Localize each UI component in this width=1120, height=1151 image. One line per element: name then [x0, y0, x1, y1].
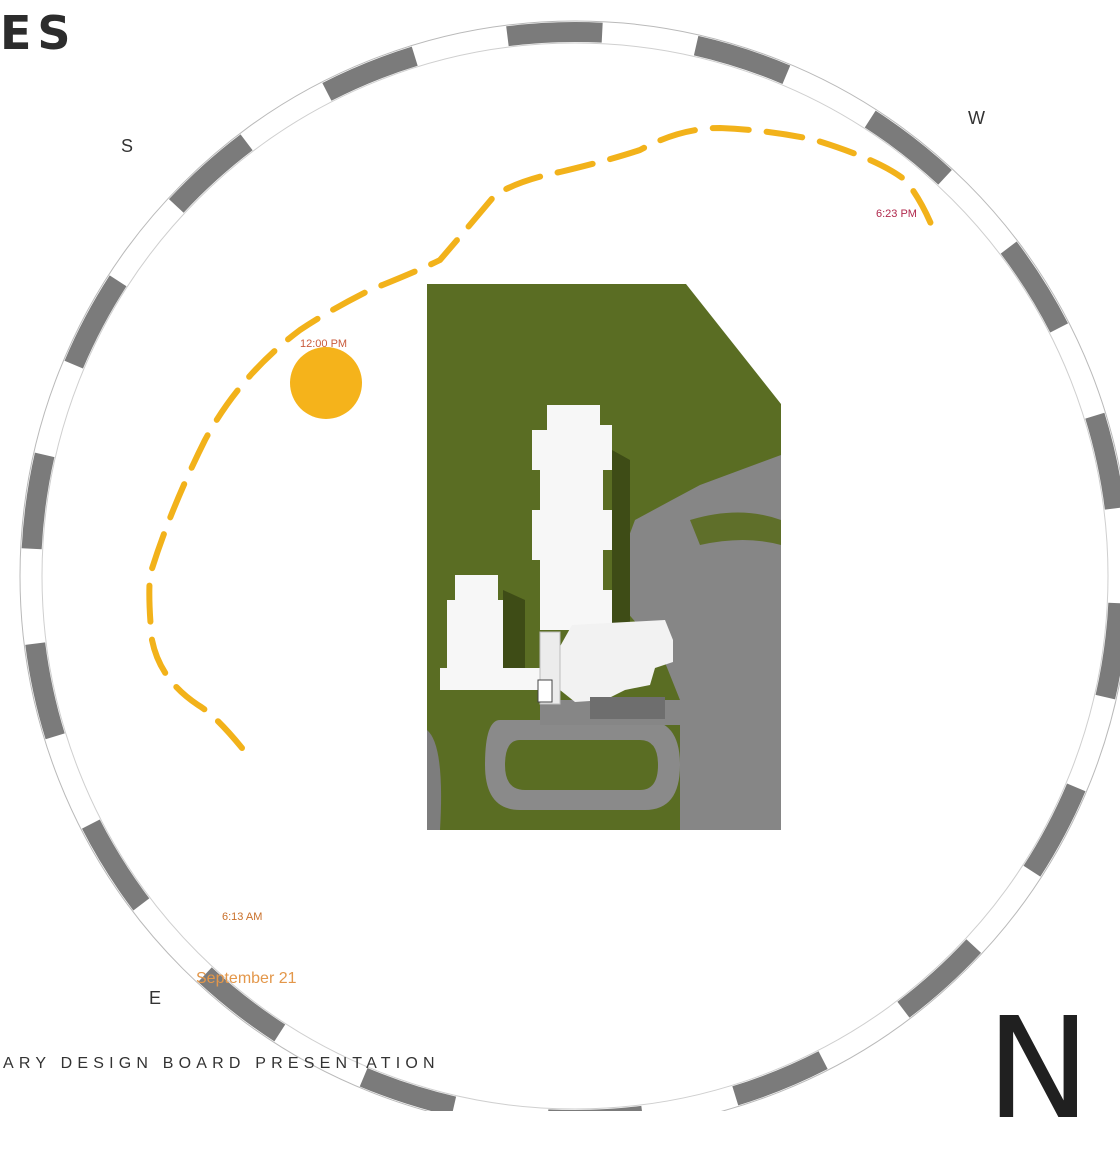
sunset-time-label: 6:23 PM	[876, 208, 917, 220]
sun-path-diagram: 12:00 PM 6:23 PM 6:13 AM September 21 S …	[19, 20, 1120, 1111]
compass-ring-segment	[64, 275, 127, 369]
west-walkway	[427, 730, 442, 830]
elevator-core	[537, 679, 553, 703]
parking-lot	[620, 455, 781, 830]
compass-ring-segments	[21, 22, 1120, 1111]
sunrise-time-label: 6:13 AM	[222, 911, 262, 923]
compass-ring-segment	[359, 1068, 457, 1111]
compass-ring-segment	[1095, 602, 1120, 700]
sun-icon	[290, 347, 362, 419]
garage-strip	[590, 697, 665, 719]
compass-ring-segment	[506, 22, 603, 47]
sun-path-arc	[146, 124, 939, 751]
west-building-shadow	[503, 590, 525, 690]
noon-time-label: 12:00 PM	[300, 338, 347, 350]
sun-path	[146, 124, 939, 751]
compass-west-label: W	[968, 108, 985, 128]
drive-loop-island	[505, 740, 658, 790]
compass-ring-segment	[1023, 783, 1086, 877]
compass-ring-segment	[693, 35, 791, 84]
compass-ring	[19, 20, 1120, 1111]
compass-ring-segment	[864, 110, 952, 185]
compass-ring-segment	[21, 452, 55, 550]
board-title-fragment: ES	[0, 6, 77, 60]
compass-ring-segment	[732, 1051, 828, 1106]
east-wing	[558, 620, 673, 702]
north-arrow-label: N	[986, 988, 1091, 1151]
site-plan	[427, 284, 781, 830]
compass-ring-segment	[25, 642, 65, 740]
board-footer-text: ARY DESIGN BOARD PRESENTATION	[3, 1055, 440, 1072]
tower-shadow	[612, 450, 630, 630]
tower-building	[532, 405, 612, 630]
east-drive	[690, 512, 781, 545]
sun-path-date-label: September 21	[196, 970, 297, 987]
compass-south-label: S	[121, 136, 133, 156]
compass-ring-segment	[1000, 241, 1069, 333]
west-building	[447, 575, 503, 685]
compass-ring-segment	[897, 939, 982, 1018]
compass-ring-segment	[168, 134, 253, 213]
compass-ring-segment	[1085, 412, 1120, 510]
compass-ring-segment	[198, 967, 286, 1042]
compass-ring-segment	[81, 819, 150, 911]
connector-building	[440, 668, 545, 690]
compass-ring-segment	[322, 46, 418, 101]
compass-east-label: E	[149, 988, 161, 1008]
